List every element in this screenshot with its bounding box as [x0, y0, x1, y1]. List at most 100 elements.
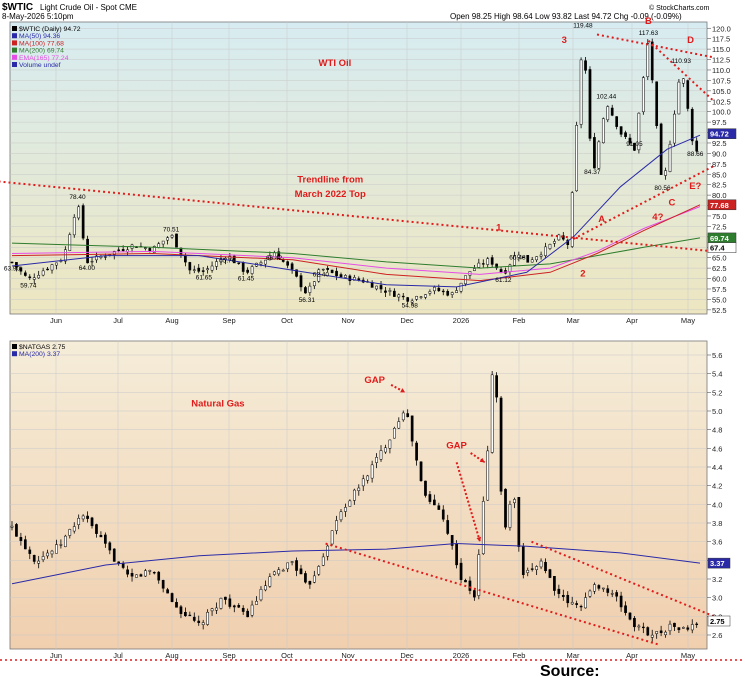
y-tick-label: 72.5 — [712, 222, 727, 231]
header-symbol: $WTIC — [2, 2, 33, 13]
candle-body — [144, 247, 147, 249]
candle-body — [250, 604, 254, 616]
candle-body — [473, 268, 476, 271]
candle-body — [441, 509, 445, 520]
candle-body — [184, 612, 187, 617]
candle-body — [517, 497, 521, 547]
month-label: May — [681, 651, 695, 660]
candle-body — [335, 270, 338, 277]
candle-body — [401, 412, 405, 421]
candle-body — [570, 602, 574, 605]
trendline — [0, 180, 715, 253]
candle-body — [544, 246, 547, 256]
candle-body — [19, 537, 23, 541]
candle-body — [495, 375, 498, 398]
candle-body — [406, 413, 410, 418]
y-tick-label: 100.0 — [712, 108, 731, 117]
candle-body — [237, 605, 241, 608]
candle-body — [117, 249, 121, 251]
candle-body — [312, 281, 316, 287]
legend-swatch — [12, 33, 17, 39]
candle-body — [232, 605, 236, 608]
candle-body — [197, 267, 201, 272]
candle-body — [570, 192, 574, 247]
candle-body — [513, 255, 516, 266]
axis-badge — [707, 199, 737, 211]
candle-body — [95, 255, 98, 261]
annotation-label: WTI Oil — [319, 58, 352, 69]
candle-body — [304, 287, 307, 294]
y-tick-label: 85.0 — [712, 170, 727, 179]
candle-body — [695, 140, 699, 152]
candle-body — [224, 596, 227, 600]
candle-body — [521, 546, 525, 575]
candle-body — [232, 255, 236, 264]
candle-body — [237, 262, 241, 264]
header-ohlc: Open 98.25 High 98.64 Low 93.82 Last 94.… — [450, 12, 682, 21]
y-tick-label: 87.5 — [712, 160, 727, 169]
candle-body — [410, 300, 414, 303]
gap-arrow-head — [476, 536, 482, 542]
month-label: Dec — [400, 316, 414, 325]
candle-body — [255, 601, 258, 605]
candle-body — [406, 297, 410, 302]
candle-body — [121, 562, 125, 568]
candle-body — [553, 575, 556, 591]
candle-body — [637, 625, 641, 628]
annotation-label: C — [668, 198, 675, 209]
candle-body — [148, 248, 152, 252]
y-tick-label: 102.5 — [712, 97, 731, 106]
month-label: Nov — [341, 651, 355, 660]
axis-badge — [707, 128, 737, 139]
candle-body — [384, 447, 387, 453]
month-label: May — [681, 316, 695, 325]
candle-body — [108, 542, 112, 551]
candle-body — [668, 144, 672, 172]
candle-body — [468, 580, 472, 591]
price-label: 61.65 — [196, 275, 213, 282]
candle-body — [46, 552, 49, 557]
candle-body — [86, 238, 89, 264]
candle-body — [610, 107, 614, 116]
y-tick-label: 75.0 — [712, 212, 727, 221]
candle-body — [228, 598, 232, 607]
candle-body — [317, 566, 321, 575]
y-tick-label: 4.0 — [712, 500, 722, 509]
legend-swatch — [12, 54, 17, 60]
trendline — [573, 165, 715, 240]
candle-body — [184, 255, 187, 263]
candle-body — [379, 450, 383, 460]
candle-body — [277, 569, 281, 575]
legend-entry: $WTIC (Daily) 94.72 — [19, 26, 81, 33]
y-tick-label: 4.8 — [712, 426, 722, 435]
candle-body — [495, 263, 498, 269]
candle-body — [513, 499, 516, 504]
candle-body — [588, 69, 592, 139]
candle-body — [650, 634, 654, 638]
candle-body — [499, 269, 503, 273]
candle-body — [521, 256, 525, 258]
legend-entry: MA(200) 69.74 — [19, 48, 64, 55]
candle-body — [55, 544, 58, 554]
candle-body — [281, 259, 285, 262]
candle-body — [170, 235, 174, 238]
month-label: Aug — [165, 316, 178, 325]
price-label: 78.40 — [69, 194, 86, 201]
gas-grid — [10, 354, 707, 636]
month-label: Apr — [626, 316, 638, 325]
gas-axis-badges: 3.37 2.75 — [707, 557, 731, 627]
candle-body — [557, 234, 561, 241]
candle-body — [477, 554, 481, 596]
candle-body — [46, 268, 49, 271]
candle-body — [575, 603, 578, 605]
axis-badge-label: 3.37 — [710, 559, 725, 568]
candle-body — [286, 261, 290, 266]
candle-body — [619, 126, 623, 135]
candle-body — [464, 580, 467, 583]
candle-body — [393, 428, 396, 439]
y-tick-label: 57.5 — [712, 285, 727, 294]
candle-body — [68, 234, 72, 251]
candle-body — [344, 507, 347, 512]
month-label: Aug — [165, 651, 178, 660]
